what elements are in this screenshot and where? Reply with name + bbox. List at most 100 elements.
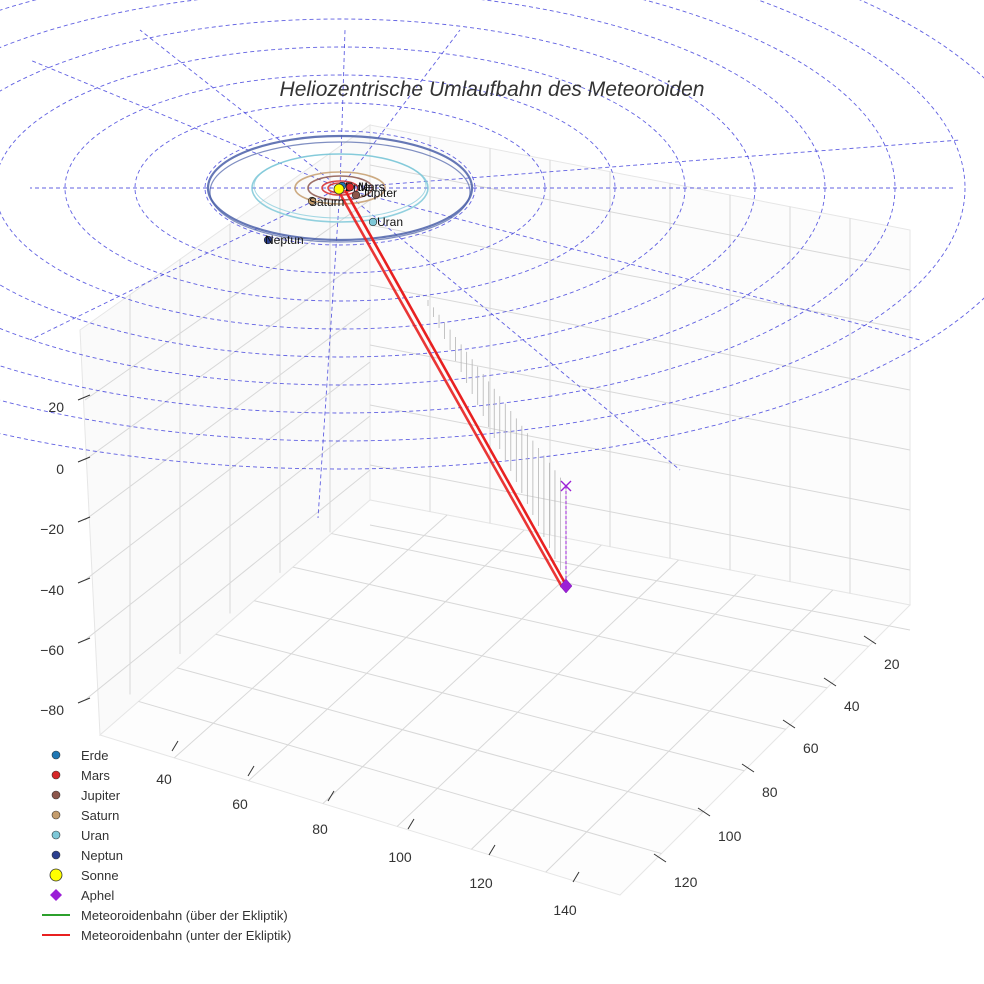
- meteoroid-orbit-below: [343, 189, 568, 586]
- x-tick-label: 140: [553, 902, 577, 918]
- grid-line: [84, 253, 371, 461]
- z-tick-label: −20: [40, 521, 64, 537]
- z-tick-mark: [77, 577, 91, 584]
- grid-line: [292, 566, 828, 689]
- x-tick-label: 40: [156, 771, 172, 787]
- grid-line: [369, 284, 911, 391]
- z-tick-mark: [77, 456, 91, 463]
- legend-symbol: [51, 830, 61, 840]
- axis-ticks: 20 0 −20 −40 −60 −80 40 60 80 100 120 140 20 40 60 80 10…: [40, 394, 900, 918]
- legend-label: Neptun: [81, 848, 123, 863]
- ecliptic-spoke: [339, 187, 921, 341]
- grid-lines: [84, 136, 911, 873]
- axis-panes: [79, 124, 912, 896]
- sun-marker: [333, 183, 345, 195]
- grid-line: [84, 199, 371, 401]
- z-tick-label: −60: [40, 642, 64, 658]
- pane-floor: [98, 499, 912, 896]
- z-tick-label: 20: [48, 399, 64, 415]
- y-tick-mark: [741, 763, 755, 773]
- meteoroid-trajectory: [337, 189, 573, 594]
- y-tick-label: 60: [803, 740, 819, 756]
- ecliptic-ring: [0, 0, 966, 442]
- grid-line: [254, 600, 786, 730]
- grid-line: [173, 514, 448, 759]
- y-tick-mark: [782, 719, 796, 729]
- z-tick-label: 0: [56, 461, 64, 477]
- grid-line: [84, 469, 371, 701]
- planet-label: Neptun: [265, 233, 304, 247]
- z-tick-label: −80: [40, 702, 64, 718]
- ecliptic-spoke: [339, 139, 961, 189]
- x-tick-mark: [572, 871, 580, 883]
- planet-marker: [307, 196, 317, 206]
- grid-line: [177, 667, 703, 813]
- x-tick-label: 120: [469, 875, 493, 891]
- chart-title: Heliozentrische Umlaufbahn des Meteoroid…: [280, 78, 705, 101]
- z-tick-label: −40: [40, 582, 64, 598]
- y-tick-label: 40: [844, 698, 860, 714]
- planet-label: Uran: [377, 215, 403, 229]
- grid-line: [369, 404, 911, 511]
- x-tick-mark: [407, 818, 415, 830]
- legend-label: Sonne: [81, 868, 119, 883]
- planet-label: Jupiter: [361, 186, 397, 200]
- planet-orbits: [206, 134, 474, 243]
- x-tick-label: 80: [312, 821, 328, 837]
- z-tick-mark: [77, 637, 91, 644]
- aphel-marker: [559, 578, 573, 594]
- z-tick-mark: [77, 394, 91, 401]
- y-tick-label: 20: [884, 656, 900, 672]
- z-tick-mark: [77, 516, 91, 523]
- orbit-ring: [206, 134, 474, 242]
- legend-label: Meteoroidenbahn (über der Ekliptik): [81, 908, 288, 923]
- legend-label: Jupiter: [81, 788, 121, 803]
- legend-label: Mars: [81, 768, 110, 783]
- orbit-ring: [294, 171, 386, 205]
- ecliptic-spoke: [29, 187, 341, 341]
- planet-label: Mars: [358, 180, 385, 194]
- x-tick-mark: [488, 844, 496, 856]
- grid-line: [248, 529, 525, 782]
- meteoroid-orbit-below-return: [337, 191, 564, 588]
- legend-symbol: [50, 889, 62, 901]
- grid-line: [84, 361, 371, 581]
- legend-symbol: [51, 770, 61, 780]
- legend-label: Saturn: [81, 808, 119, 823]
- grid-line: [369, 344, 911, 451]
- legend-label: Erde: [81, 748, 108, 763]
- x-tick-label: 100: [388, 849, 412, 865]
- planet-label: Saturn: [309, 195, 344, 209]
- x-tick-mark: [171, 740, 179, 752]
- ecliptic-spoke: [339, 29, 461, 189]
- y-tick-mark: [653, 853, 667, 863]
- z-tick-mark: [77, 697, 91, 704]
- grid-line: [396, 559, 679, 827]
- legend-symbol: [51, 850, 61, 860]
- legend-label: Aphel: [81, 888, 114, 903]
- aphel-projection-marker: [560, 480, 572, 492]
- grid-line: [138, 700, 662, 855]
- legend-symbol: [51, 810, 61, 820]
- grid-line: [545, 589, 834, 873]
- grid-line: [215, 633, 745, 772]
- ecliptic-ring: [0, 0, 984, 470]
- planet-marker: [345, 182, 355, 192]
- y-tick-label: 100: [718, 828, 742, 844]
- y-tick-mark: [863, 635, 877, 645]
- ecliptic-spoke: [339, 29, 346, 189]
- legend-symbol: [51, 750, 61, 760]
- grid-line: [84, 307, 371, 521]
- y-tick-label: 120: [674, 874, 698, 890]
- y-tick-label: 80: [762, 784, 778, 800]
- grid-line: [331, 533, 869, 647]
- grid-line: [322, 544, 602, 804]
- planet-marker: [351, 190, 361, 200]
- grid-line: [369, 464, 911, 571]
- legend-label: Uran: [81, 828, 109, 843]
- grid-line: [471, 574, 757, 850]
- legend: Erde Mars Jupiter Saturn Uran Neptun Sonne Aphe…: [42, 748, 291, 943]
- legend-symbol: [49, 868, 63, 882]
